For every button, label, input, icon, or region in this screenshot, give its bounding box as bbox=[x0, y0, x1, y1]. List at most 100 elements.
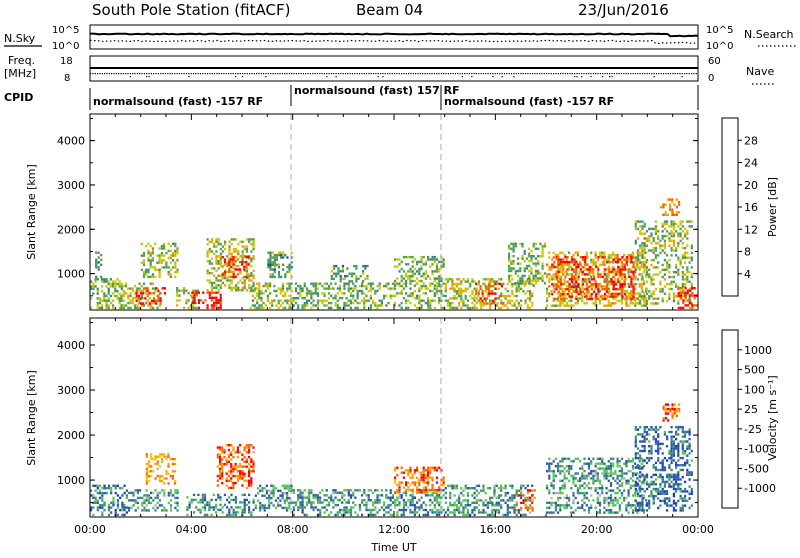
heatmap-cell bbox=[235, 265, 237, 267]
heatmap-cell bbox=[469, 283, 471, 285]
heatmap-cell bbox=[416, 297, 418, 299]
nave-dot bbox=[502, 76, 503, 77]
heatmap-cell bbox=[556, 298, 558, 300]
heatmap-cell bbox=[482, 292, 484, 294]
heatmap-cell bbox=[617, 254, 619, 256]
heatmap-cell bbox=[619, 485, 621, 487]
heatmap-cell bbox=[170, 499, 172, 501]
heatmap-cell bbox=[682, 220, 684, 222]
nave-dot bbox=[205, 73, 206, 74]
heatmap-cell bbox=[568, 472, 570, 474]
heatmap-cell bbox=[337, 304, 339, 306]
heatmap-cell bbox=[438, 270, 440, 272]
heatmap-cell bbox=[231, 238, 233, 240]
heatmap-cell bbox=[659, 271, 661, 273]
heatmap-cell bbox=[141, 497, 143, 499]
heatmap-cell bbox=[458, 295, 460, 297]
heatmap-cell bbox=[315, 494, 317, 496]
heatmap-cell bbox=[365, 300, 367, 302]
heatmap-cell bbox=[372, 283, 374, 285]
heatmap-cell bbox=[657, 237, 659, 239]
heatmap-cell bbox=[626, 261, 628, 263]
heatmap-cell bbox=[282, 290, 284, 292]
heatmap-cell bbox=[297, 292, 299, 294]
heatmap-cell bbox=[239, 268, 241, 270]
nave-dot bbox=[693, 73, 694, 74]
heatmap-cell bbox=[328, 497, 330, 499]
heatmap-cell bbox=[418, 481, 420, 483]
heatmap-cell bbox=[414, 472, 416, 474]
heatmap-cell bbox=[507, 504, 509, 506]
nave-dot bbox=[237, 73, 238, 74]
heatmap-cell bbox=[566, 507, 568, 509]
heatmap-cell bbox=[427, 477, 429, 479]
heatmap-cell bbox=[531, 295, 533, 297]
heatmap-cell bbox=[530, 255, 532, 257]
heatmap-cell bbox=[542, 245, 544, 247]
heatmap-cell bbox=[264, 504, 266, 506]
heatmap-cell bbox=[361, 499, 363, 501]
heatmap-cell bbox=[228, 449, 230, 451]
heatmap-cell bbox=[535, 262, 537, 264]
heatmap-cell bbox=[462, 300, 464, 302]
heatmap-cell bbox=[592, 477, 594, 479]
heatmap-cell bbox=[150, 465, 152, 467]
heatmap-cell bbox=[213, 245, 215, 247]
heatmap-cell bbox=[434, 499, 436, 501]
heatmap-cell bbox=[423, 481, 425, 483]
heatmap-cell bbox=[299, 494, 301, 496]
heatmap-cell bbox=[172, 259, 174, 261]
heatmap-cell bbox=[302, 287, 304, 289]
heatmap-cell bbox=[267, 252, 269, 254]
heatmap-cell bbox=[516, 300, 518, 302]
heatmap-cell bbox=[306, 292, 308, 294]
heatmap-cell bbox=[126, 490, 128, 492]
nave-dot bbox=[441, 73, 442, 74]
heatmap-cell bbox=[496, 511, 498, 513]
heatmap-cell bbox=[553, 288, 555, 290]
heatmap-cell bbox=[202, 494, 204, 496]
heatmap-cell bbox=[162, 287, 164, 289]
heatmap-cell bbox=[548, 266, 550, 268]
heatmap-cell bbox=[664, 228, 666, 230]
heatmap-cell bbox=[248, 241, 250, 243]
heatmap-cell bbox=[244, 506, 246, 508]
heatmap-cell bbox=[590, 477, 592, 479]
heatmap-cell bbox=[288, 295, 290, 297]
heatmap-cell bbox=[288, 268, 290, 270]
heatmap-cell bbox=[508, 270, 510, 272]
heatmap-cell bbox=[454, 485, 456, 487]
heatmap-cell bbox=[645, 276, 647, 278]
heatmap-cell bbox=[330, 497, 332, 499]
heatmap-cell bbox=[350, 295, 352, 297]
nave-dot bbox=[256, 73, 257, 74]
heatmap-cell bbox=[193, 499, 195, 501]
heatmap-cell bbox=[553, 472, 555, 474]
heatmap-cell bbox=[258, 285, 260, 287]
heatmap-cell bbox=[653, 249, 655, 251]
heatmap-cell bbox=[154, 504, 156, 506]
heatmap-cell bbox=[246, 458, 248, 460]
heatmap-cell bbox=[310, 489, 312, 491]
heatmap-cell bbox=[163, 456, 165, 458]
heatmap-cell bbox=[280, 304, 282, 306]
nave-dot bbox=[605, 73, 606, 74]
heatmap-cell bbox=[571, 261, 573, 263]
heatmap-cell bbox=[691, 220, 693, 222]
heatmap-cell bbox=[246, 499, 248, 501]
heatmap-cell bbox=[564, 261, 566, 263]
nave-dot bbox=[689, 73, 690, 74]
heatmap-cell bbox=[546, 305, 548, 307]
heatmap-cell bbox=[431, 511, 433, 513]
heatmap-cell bbox=[611, 261, 613, 263]
heatmap-cell bbox=[603, 467, 605, 469]
heatmap-cell bbox=[254, 290, 256, 292]
heatmap-cell bbox=[610, 499, 612, 501]
heatmap-cell bbox=[558, 295, 560, 297]
heatmap-cell bbox=[228, 501, 230, 503]
heatmap-cell bbox=[689, 257, 691, 259]
heatmap-cell bbox=[235, 499, 237, 501]
heatmap-cell bbox=[625, 509, 627, 511]
heatmap-cell bbox=[561, 290, 563, 292]
heatmap-cell bbox=[621, 470, 623, 472]
